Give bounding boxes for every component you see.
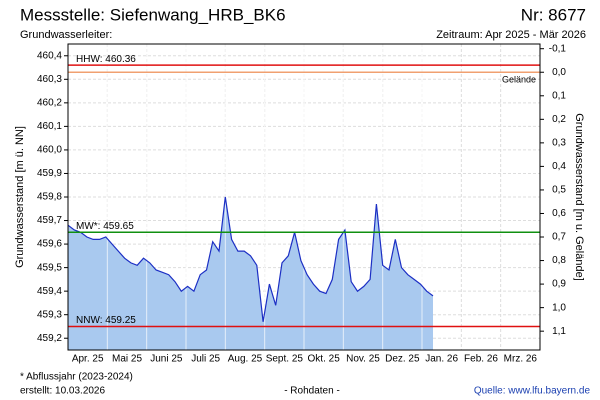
chart-title: Messstelle: Siefenwang_HRB_BK6 — [20, 5, 286, 24]
x-tick-label: Aug. 25 — [228, 354, 263, 365]
footnote: * Abflussjahr (2023-2024) — [20, 372, 133, 383]
subtitle: Grundwasserleiter: — [20, 29, 112, 41]
y-tick-label: 459,9 — [37, 168, 62, 179]
y-tick-label: 459,2 — [37, 333, 62, 344]
chart-number: Nr: 8677 — [521, 5, 586, 24]
y2-tick-label: 1,1 — [552, 326, 566, 337]
y-tick-label: 460,3 — [37, 74, 62, 85]
y2-tick-label: 0,5 — [552, 185, 566, 196]
x-tick-label: Sept. 25 — [266, 354, 304, 365]
period: Zeitraum: Apr 2025 - Mär 2026 — [436, 29, 586, 41]
raw-data-note: - Rohdaten - — [284, 386, 340, 397]
x-tick-label: Nov. 25 — [346, 354, 380, 365]
x-tick-label: Juli 25 — [191, 354, 220, 365]
x-tick-label: Mai 25 — [112, 354, 142, 365]
y2-tick-label: 0,2 — [552, 114, 566, 125]
y-tick-label: 459,7 — [37, 215, 62, 226]
x-tick-label: Juni 25 — [150, 354, 183, 365]
created: erstellt: 10.03.2026 — [20, 386, 105, 397]
y2-tick-label: 0,1 — [552, 90, 566, 101]
y2-tick-label: 0,9 — [552, 279, 566, 290]
x-tick-label: Mrz. 26 — [504, 354, 538, 365]
x-tick-label: Feb. 26 — [464, 354, 498, 365]
y-axis-label: Grundwasserstand [m ü. NN] — [14, 126, 26, 268]
reference-label: Gelände — [502, 75, 536, 85]
line — [67, 196, 434, 322]
reference-label: NNW: 459.25 — [76, 315, 136, 326]
y2-tick-label: 0,0 — [552, 67, 566, 78]
y2-tick-label: 1,0 — [552, 302, 566, 313]
y2-tick-label: 0,8 — [552, 255, 566, 266]
y-tick-label: 459,3 — [37, 309, 62, 320]
y-tick-label: 459,6 — [37, 239, 62, 250]
y2-axis-label: Grundwasserstand [m u. Gelände] — [573, 113, 585, 281]
x-tick-label: Dez. 25 — [385, 354, 420, 365]
y2-tick-label: 0,4 — [552, 161, 566, 172]
source: Quelle: www.lfu.bayern.de — [474, 386, 591, 397]
y-tick-label: 459,5 — [37, 262, 62, 273]
y-tick-label: 460,1 — [37, 121, 62, 132]
y2-tick-label: 0,3 — [552, 138, 566, 149]
plot-frame — [67, 43, 541, 351]
y-tick-label: 460,0 — [37, 145, 62, 156]
y2-tick-label: -0,1 — [549, 43, 567, 54]
y2-tick-label: 0,6 — [552, 208, 566, 219]
y-tick-label: 460,4 — [37, 50, 62, 61]
y-tick-label: 460,2 — [37, 97, 62, 108]
y-tick-label: 459,4 — [37, 286, 62, 297]
y2-tick-label: 0,7 — [552, 232, 566, 243]
y-tick-label: 459,8 — [37, 192, 62, 203]
x-tick-label: Apr. 25 — [72, 354, 104, 365]
x-tick-label: Jan. 26 — [425, 354, 458, 365]
x-tick-label: Okt. 25 — [308, 354, 341, 365]
reference-label: HHW: 460.36 — [76, 54, 136, 65]
reference-label: MW*: 459.65 — [76, 221, 134, 232]
